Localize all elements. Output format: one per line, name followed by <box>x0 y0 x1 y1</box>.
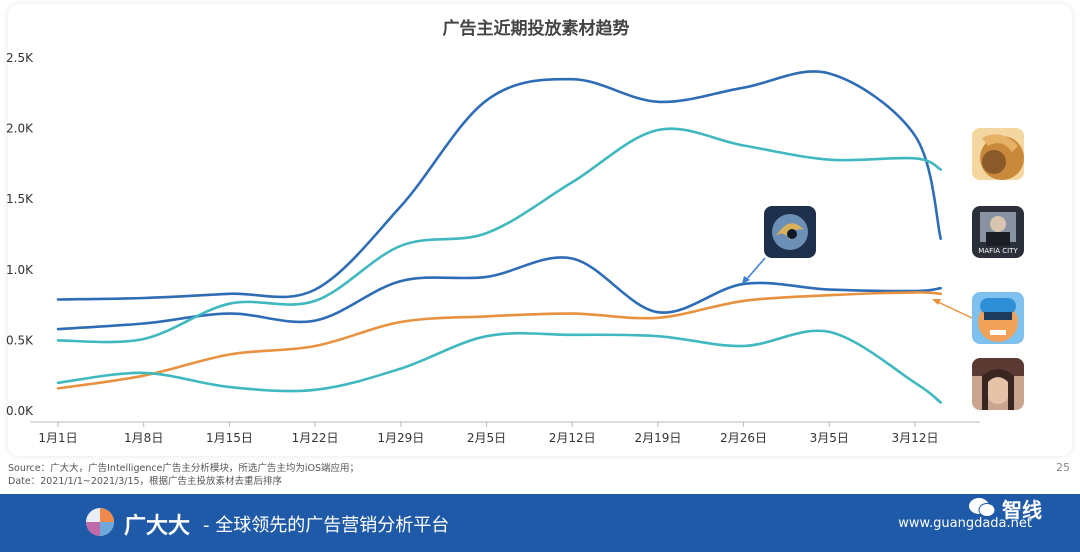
series-line-4 <box>56 291 942 390</box>
line-chart: 广告主近期投放素材趋势 0.0K 0.5K 1.0K 1.5K 2.0K 2.5K 1月1… <box>6 18 980 445</box>
x-tick-label: 2月26日 <box>720 431 767 445</box>
x-tick-label: 2月19日 <box>634 431 681 445</box>
series-line-1 <box>56 256 942 331</box>
series-line-5 <box>56 329 942 404</box>
series-line-3 <box>56 127 942 344</box>
x-tick-label: 1月8日 <box>124 431 163 445</box>
x-tick-label: 1月22日 <box>292 431 339 445</box>
series-line-2 <box>56 70 942 301</box>
arrow-shooter-head <box>932 299 941 305</box>
page-number: 25 <box>1056 461 1070 474</box>
source-line: Source：广大大，广告Intelligence广告主分析模块，所选广告主均为… <box>8 463 360 474</box>
warrior-game-icon <box>972 358 1024 410</box>
arrow-dragon-head <box>742 276 750 284</box>
arrow-shooter <box>937 301 973 319</box>
mafia-city-icon: MAFIA CITY <box>972 206 1024 258</box>
strategy-game-icon <box>972 128 1024 180</box>
watermark-text: 智线 <box>1002 498 1042 522</box>
chart-title: 广告主近期投放素材趋势 <box>443 18 630 39</box>
x-tick-label: 2月12日 <box>549 431 596 445</box>
date-line: Date：2021/1/1~2021/3/15，根据广告主投放素材去重后排序 <box>8 476 283 487</box>
annotation-arrows <box>742 257 973 319</box>
wechat-icon <box>969 498 996 517</box>
x-tick-label: 3月5日 <box>810 431 849 445</box>
x-tick-label: 3月12日 <box>892 431 939 445</box>
brand-logo-icon <box>86 508 114 536</box>
y-axis: 0.0K 0.5K 1.0K 1.5K 2.0K 2.5K <box>6 51 34 418</box>
watermark: 智线 <box>969 494 1042 523</box>
source-note: Source：广大大，广告Intelligence广告主分析模块，所选广告主均为… <box>8 462 359 488</box>
x-tick-label: 1月15日 <box>206 431 253 445</box>
x-axis: 1月1日 1月8日 1月15日 1月22日 1月29日 2月5日 2月12日 2月19日 2月2… <box>30 421 980 445</box>
footer-banner: 广大大 - 全球领先的广告营销分析平台 www.guangdada.net 智线 <box>0 494 1080 552</box>
footer-tagline: - 全球领先的广告营销分析平台 <box>203 515 450 536</box>
x-tick-label: 1月29日 <box>377 431 424 445</box>
footer-brand: 广大大 <box>124 514 191 539</box>
arrow-dragon <box>745 257 766 281</box>
y-tick-label: 1.0K <box>6 263 34 277</box>
series-lines <box>56 70 942 404</box>
dragon-game-icon <box>764 206 816 258</box>
y-tick-label: 0.0K <box>6 404 34 418</box>
x-tick-label: 2月5日 <box>467 431 506 445</box>
y-tick-label: 1.5K <box>6 192 34 206</box>
svg-text:MAFIA CITY: MAFIA CITY <box>978 247 1018 255</box>
footer-url: www.guangdada.net <box>898 516 1032 531</box>
y-tick-label: 0.5K <box>6 333 34 347</box>
y-tick-label: 2.5K <box>6 51 34 65</box>
x-tick-label: 1月1日 <box>38 431 77 445</box>
shooter-game-icon <box>972 292 1024 344</box>
y-tick-label: 2.0K <box>6 122 34 136</box>
